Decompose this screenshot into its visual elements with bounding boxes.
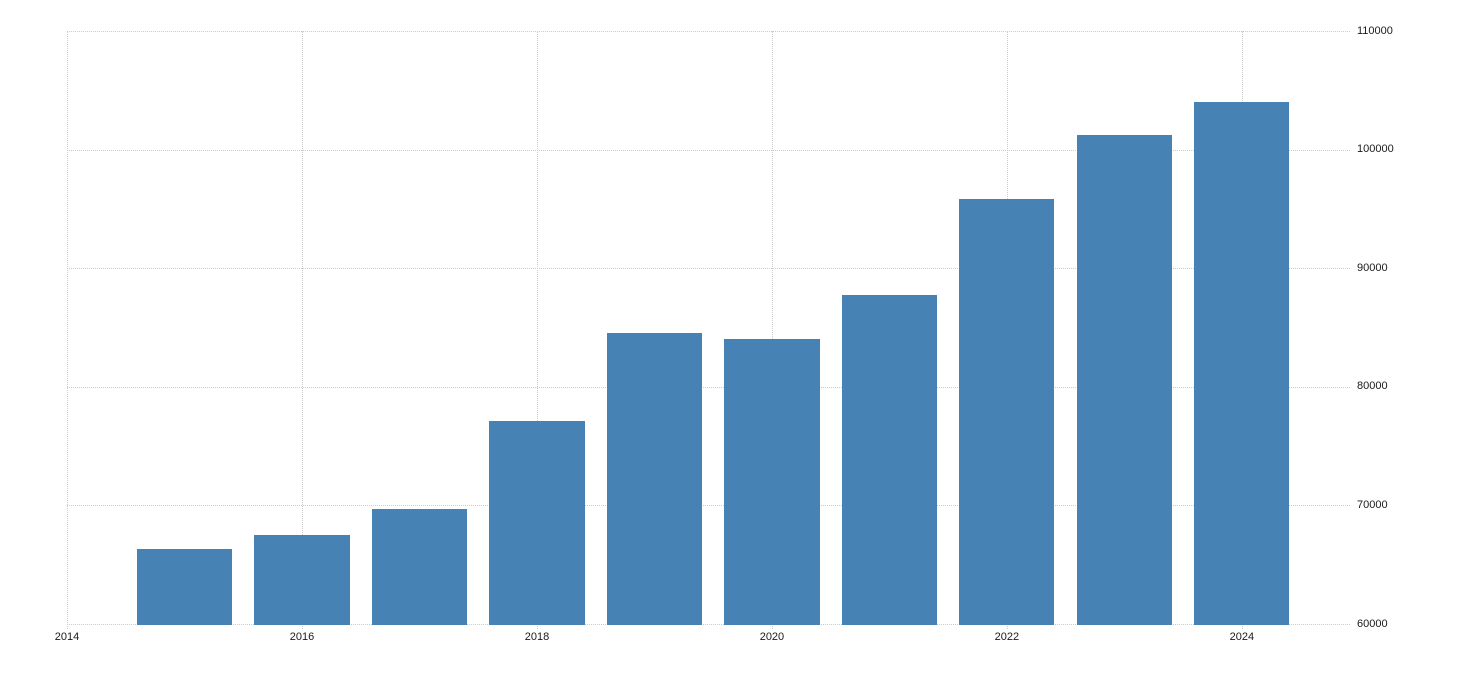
x-axis-tick-label: 2020 [759,631,785,643]
y-axis-tick-label: 90000 [1357,261,1388,274]
y-axis-tick-label: 80000 [1357,380,1388,393]
bar-2016 [254,535,350,625]
h-gridline-80000 [67,386,1350,388]
h-gridline-100000 [67,149,1350,151]
bar-2021 [841,295,937,625]
h-gridline-110000 [67,31,1350,32]
y-axis-tick-label: 60000 [1357,617,1388,630]
bar-2020 [724,339,820,625]
h-gridline-90000 [67,268,1350,270]
plot-area [67,31,1350,629]
bar-2022 [959,199,1055,625]
bar-2019 [606,333,703,625]
y-axis-tick-label: 110000 [1357,24,1393,37]
v-gridline-2018 [536,31,538,629]
y-axis-tick-label: 100000 [1357,143,1394,156]
x-axis-tick-label: 2022 [994,631,1020,643]
bar-2017 [371,508,468,625]
h-gridline-70000 [67,505,1350,507]
bar-2018 [489,421,585,625]
v-gridline-2020 [771,31,773,629]
x-axis-tick-label: 2024 [1229,631,1255,643]
x-axis-tick-label: 2018 [524,631,550,643]
h-gridline-60000 [67,624,1350,625]
x-axis-tick-label: 2014 [54,631,80,643]
bar-2023 [1076,135,1172,625]
bar-2024 [1194,102,1290,625]
y-axis-tick-label: 70000 [1357,498,1388,511]
v-gridline-2016 [301,31,303,629]
bar-2015 [136,549,233,625]
v-gridline-2014 [67,31,68,629]
x-axis-tick-label: 2016 [289,631,315,643]
